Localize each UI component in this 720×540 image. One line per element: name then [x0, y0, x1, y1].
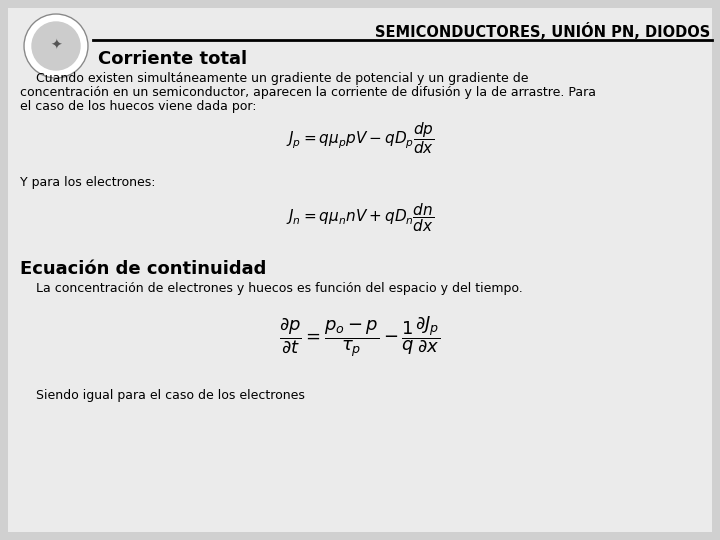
Text: concentración en un semiconductor, aparecen la corriente de difusión y la de arr: concentración en un semiconductor, apare… [20, 86, 596, 99]
Text: ✦: ✦ [50, 39, 62, 53]
Circle shape [32, 22, 80, 70]
Text: Cuando existen simultáneamente un gradiente de potencial y un gradiente de: Cuando existen simultáneamente un gradie… [20, 72, 528, 85]
Text: Corriente total: Corriente total [98, 50, 247, 68]
Circle shape [24, 14, 88, 78]
Text: Ecuación de continuidad: Ecuación de continuidad [20, 260, 266, 278]
Text: $J_n = q\mu_n nV + qD_n \dfrac{dn}{dx}$: $J_n = q\mu_n nV + qD_n \dfrac{dn}{dx}$ [286, 201, 434, 234]
Text: Y para los electrones:: Y para los electrones: [20, 176, 156, 189]
Text: el caso de los huecos viene dada por:: el caso de los huecos viene dada por: [20, 100, 256, 113]
Text: $J_p = q\mu_p pV - qD_p \dfrac{dp}{dx}$: $J_p = q\mu_p pV - qD_p \dfrac{dp}{dx}$ [286, 120, 434, 156]
Text: SEMICONDUCTORES, UNIÓN PN, DIODOS: SEMICONDUCTORES, UNIÓN PN, DIODOS [374, 23, 710, 40]
Text: $\dfrac{\partial p}{\partial t} = \dfrac{p_o - p}{\tau_p} - \dfrac{1}{q} \dfrac{: $\dfrac{\partial p}{\partial t} = \dfrac… [279, 315, 441, 359]
Text: La concentración de electrones y huecos es función del espacio y del tiempo.: La concentración de electrones y huecos … [20, 282, 523, 295]
Text: Siendo igual para el caso de los electrones: Siendo igual para el caso de los electro… [20, 389, 305, 402]
